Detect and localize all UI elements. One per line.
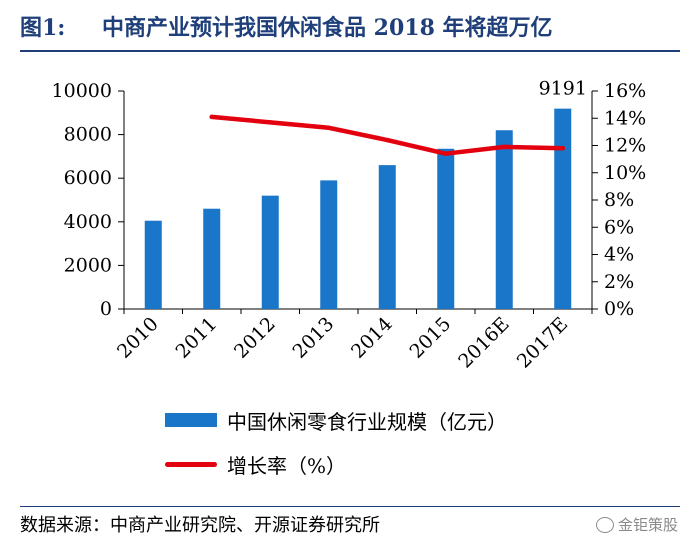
watermark: 金钜策股 [595, 514, 678, 535]
bar [495, 130, 513, 309]
data-label: 9191 [539, 78, 587, 100]
growth-point [385, 137, 390, 143]
bar [320, 180, 338, 309]
right-tick-label: 0% [604, 298, 634, 320]
bar [203, 208, 221, 309]
bar [144, 220, 162, 309]
right-tick-label: 2% [604, 271, 634, 293]
bar [437, 148, 455, 309]
growth-point [502, 144, 507, 150]
legend-line: 增长率（%） [165, 451, 347, 478]
left-tick-label: 10000 [52, 80, 112, 102]
title-rule [20, 50, 680, 52]
x-tick-label: 2010 [113, 313, 163, 363]
bar [378, 165, 396, 309]
wechat-icon [595, 516, 614, 533]
left-tick-label: 8000 [64, 124, 112, 146]
growth-point [209, 114, 214, 120]
x-tick-label: 2012 [230, 313, 280, 363]
chart-title: 图1: 中商产业预计我国休闲食品 2018 年将超万亿 [20, 10, 680, 46]
right-tick-label: 14% [604, 107, 646, 129]
legend-bar-swatch [165, 413, 217, 427]
x-tick-label: 2011 [172, 313, 222, 363]
legend-line-label: 增长率（%） [227, 453, 347, 478]
bar-line-chart: 0 2000 4000 6000 8000 10000 0% 2% 4% 6% 8% 10% 12% 14… [52, 78, 647, 373]
growth-point [560, 146, 565, 151]
legend-bar-label: 中国休闲零食行业规模（亿元） [227, 409, 507, 434]
legend-line-swatch [165, 461, 217, 467]
right-tick-label: 12% [604, 135, 646, 157]
bar [261, 195, 279, 309]
source-rule [20, 506, 680, 507]
x-tick-label: 2017E [513, 313, 573, 373]
growth-point [443, 151, 448, 156]
growth-point [326, 125, 331, 130]
figure-title-text: 中商产业预计我国休闲食品 2018 年将超万亿 [102, 15, 553, 41]
legend-bar: 中国休闲零食行业规模（亿元） [165, 407, 507, 434]
x-tick-label: 2016E [454, 313, 514, 373]
source-note: 数据来源：中商产业研究院、开源证券研究所 [20, 515, 380, 536]
growth-point [268, 120, 273, 125]
right-tick-label: 6% [604, 216, 634, 238]
x-tick-label: 2015 [406, 313, 456, 363]
x-tick-label: 2013 [289, 313, 339, 363]
right-tick-label: 10% [604, 162, 646, 184]
left-tick-label: 2000 [64, 254, 112, 276]
right-tick-label: 4% [604, 244, 634, 266]
left-tick-label: 4000 [64, 211, 112, 233]
left-tick-label: 6000 [64, 167, 112, 189]
x-tick-label: 2014 [347, 313, 397, 363]
watermark-text: 金钜策股 [617, 516, 678, 534]
figure-label: 图1: [20, 15, 66, 41]
bar [554, 108, 572, 309]
left-tick-label: 0 [100, 298, 112, 320]
right-tick-label: 16% [604, 80, 646, 102]
right-tick-label: 8% [604, 189, 634, 211]
